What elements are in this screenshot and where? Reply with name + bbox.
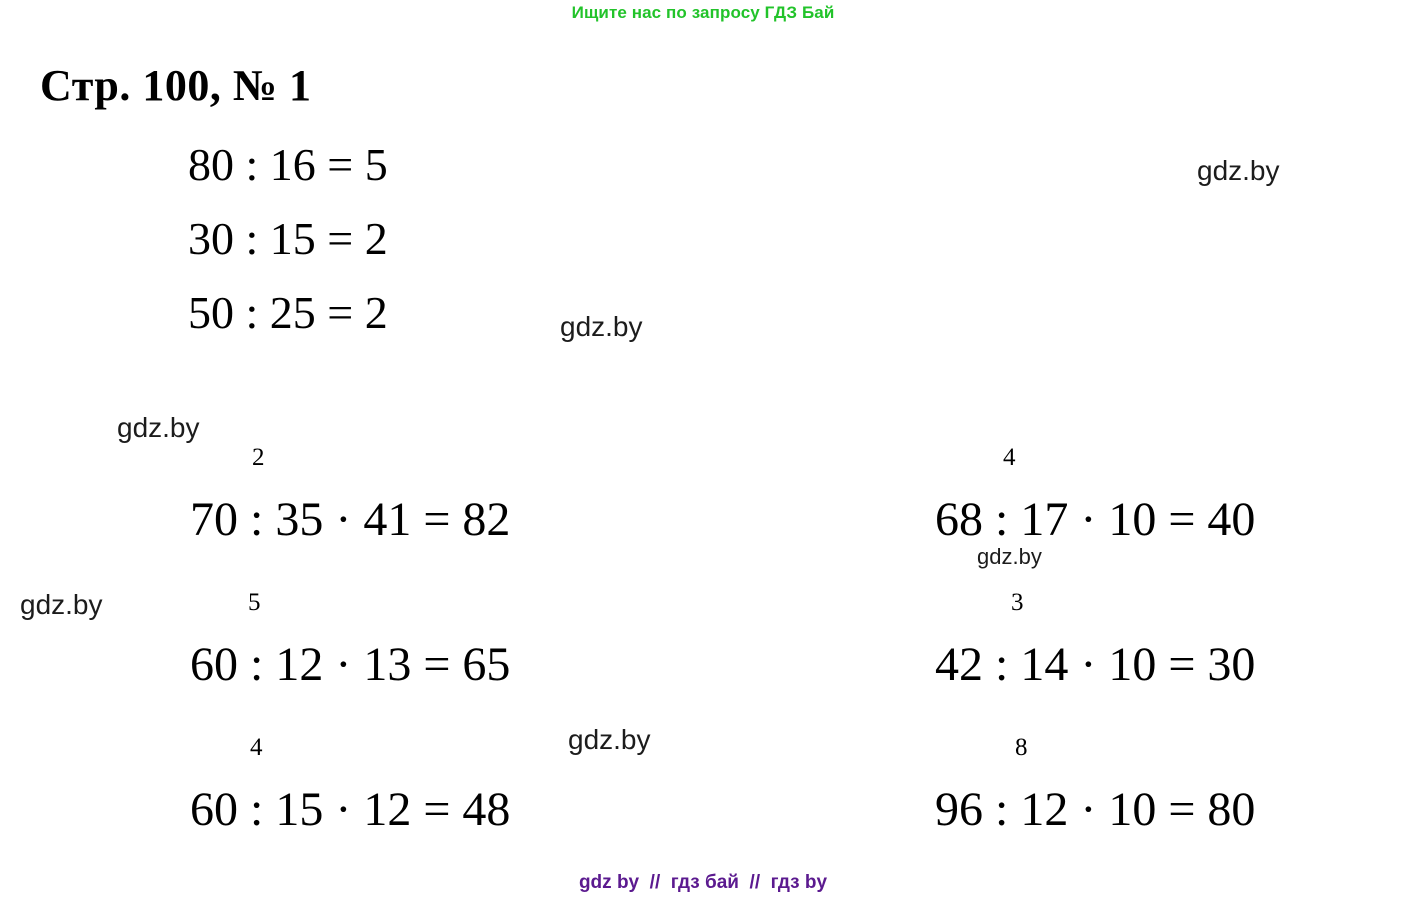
equation-superscript: 4 (250, 734, 263, 761)
equation-expression: 60 : 15 · 12 = 48 (190, 783, 511, 836)
watermark: gdz.by (1197, 155, 1280, 186)
equation-superscript: 5 (248, 589, 261, 616)
equation-expression: 96 : 12 · 10 = 80 (935, 783, 1256, 836)
equation-superscript: 4 (1003, 444, 1016, 471)
equation-expression: 68 : 17 · 10 = 40 (935, 493, 1256, 546)
page-title: Стр. 100, № 1 (40, 61, 312, 110)
footer-watermark-text: gdz by // гдз бай // гдз by (578, 872, 828, 893)
promo-header-text: Ищите нас по запросу ГДЗ Бай (571, 3, 835, 22)
watermark: gdz.by (20, 589, 103, 620)
equation-expression: 42 : 14 · 10 = 30 (935, 638, 1256, 691)
equation-simple-2: 30 : 15 = 2 (188, 213, 388, 264)
watermark: gdz.by (977, 544, 1042, 569)
equation-superscript: 2 (252, 444, 265, 471)
equation-expression: 70 : 35 · 41 = 82 (190, 493, 511, 546)
watermark: gdz.by (117, 412, 200, 443)
equation-superscript: 3 (1011, 589, 1024, 616)
watermark: gdz.by (568, 724, 651, 755)
simple-equation-list: 80 : 16 = 5 30 : 15 = 2 50 : 25 = 2 (188, 128, 388, 350)
equation-simple-3: 50 : 25 = 2 (188, 287, 388, 338)
equation-superscript: 8 (1015, 734, 1028, 761)
equation-simple-1: 80 : 16 = 5 (188, 139, 388, 190)
watermark: gdz.by (560, 311, 643, 342)
equation-expression: 60 : 12 · 13 = 65 (190, 638, 511, 691)
